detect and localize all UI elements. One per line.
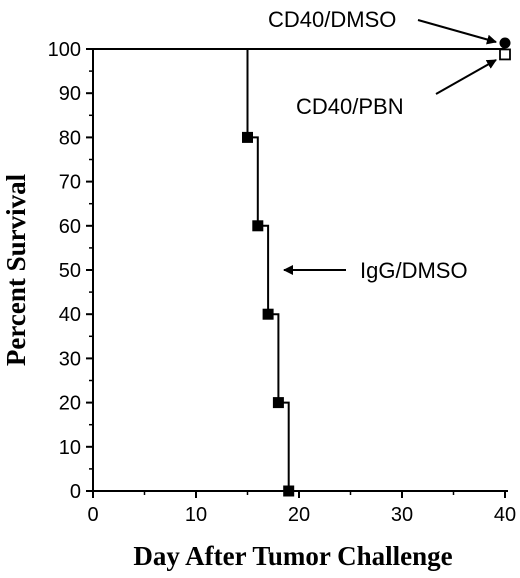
series-line-igg-dmso (93, 48, 290, 491)
x-axis-title: Day After Tumor Challenge (133, 541, 452, 571)
point-cd40-pbn (499, 48, 511, 61)
y-ticks: 0 10 20 30 40 50 60 70 80 90 100 (48, 39, 93, 503)
y-tick-label: 40 (59, 304, 81, 326)
point-igg-dmso (252, 220, 264, 232)
y-tick-label: 10 (59, 437, 81, 459)
x-ticks: 0 10 20 30 40 (87, 491, 516, 526)
x-tick-label: 30 (391, 504, 413, 526)
y-tick-label: 60 (59, 216, 81, 238)
point-igg-dmso (242, 131, 253, 143)
y-tick-label: 70 (59, 172, 81, 194)
y-axis-title: Percent Survival (1, 173, 31, 366)
y-tick-label: 30 (59, 348, 81, 370)
x-tick-label: 10 (185, 504, 207, 526)
y-tick-label: 90 (59, 83, 81, 105)
annotations: CD40/DMSO CD40/PBN IgG/DMSO (268, 7, 497, 283)
y-tick-label: 0 (70, 481, 81, 503)
annotation-cd40-dmso: CD40/DMSO (268, 7, 396, 32)
point-igg-dmso (272, 397, 284, 409)
point-igg-dmso (262, 308, 274, 320)
series-markers (242, 37, 511, 497)
y-tick-label: 80 (59, 127, 81, 149)
x-tick-label: 0 (87, 504, 98, 526)
point-igg-dmso (283, 485, 295, 497)
y-tick-label: 100 (48, 39, 81, 61)
y-tick-label: 20 (59, 393, 81, 415)
y-tick-label: 50 (59, 260, 81, 282)
arrow-cd40-dmso (417, 19, 497, 45)
annotation-cd40-pbn: CD40/PBN (296, 94, 404, 119)
arrow-cd40-pbn (435, 59, 497, 95)
x-tick-label: 40 (494, 504, 516, 526)
point-cd40-dmso (499, 37, 511, 49)
annotation-igg-dmso: IgG/DMSO (360, 258, 468, 283)
x-tick-label: 20 (288, 504, 310, 526)
